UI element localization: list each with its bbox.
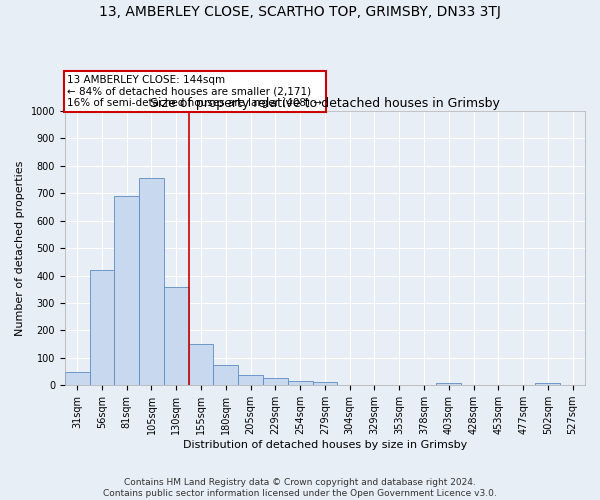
- Y-axis label: Number of detached properties: Number of detached properties: [15, 160, 25, 336]
- Bar: [188, 344, 214, 385]
- Title: Size of property relative to detached houses in Grimsby: Size of property relative to detached ho…: [150, 97, 500, 110]
- Text: 13, AMBERLEY CLOSE, SCARTHO TOP, GRIMSBY, DN33 3TJ: 13, AMBERLEY CLOSE, SCARTHO TOP, GRIMSBY…: [99, 5, 501, 19]
- Bar: [263, 378, 288, 385]
- Bar: [535, 383, 560, 385]
- Text: Contains HM Land Registry data © Crown copyright and database right 2024.
Contai: Contains HM Land Registry data © Crown c…: [103, 478, 497, 498]
- Bar: [65, 372, 89, 385]
- Bar: [89, 270, 115, 385]
- Bar: [313, 382, 337, 385]
- X-axis label: Distribution of detached houses by size in Grimsby: Distribution of detached houses by size …: [183, 440, 467, 450]
- Bar: [164, 286, 188, 385]
- Text: 13 AMBERLEY CLOSE: 144sqm
← 84% of detached houses are smaller (2,171)
16% of se: 13 AMBERLEY CLOSE: 144sqm ← 84% of detac…: [67, 75, 322, 108]
- Bar: [214, 364, 238, 385]
- Bar: [115, 196, 139, 385]
- Bar: [436, 383, 461, 385]
- Bar: [139, 178, 164, 385]
- Bar: [238, 375, 263, 385]
- Bar: [288, 381, 313, 385]
